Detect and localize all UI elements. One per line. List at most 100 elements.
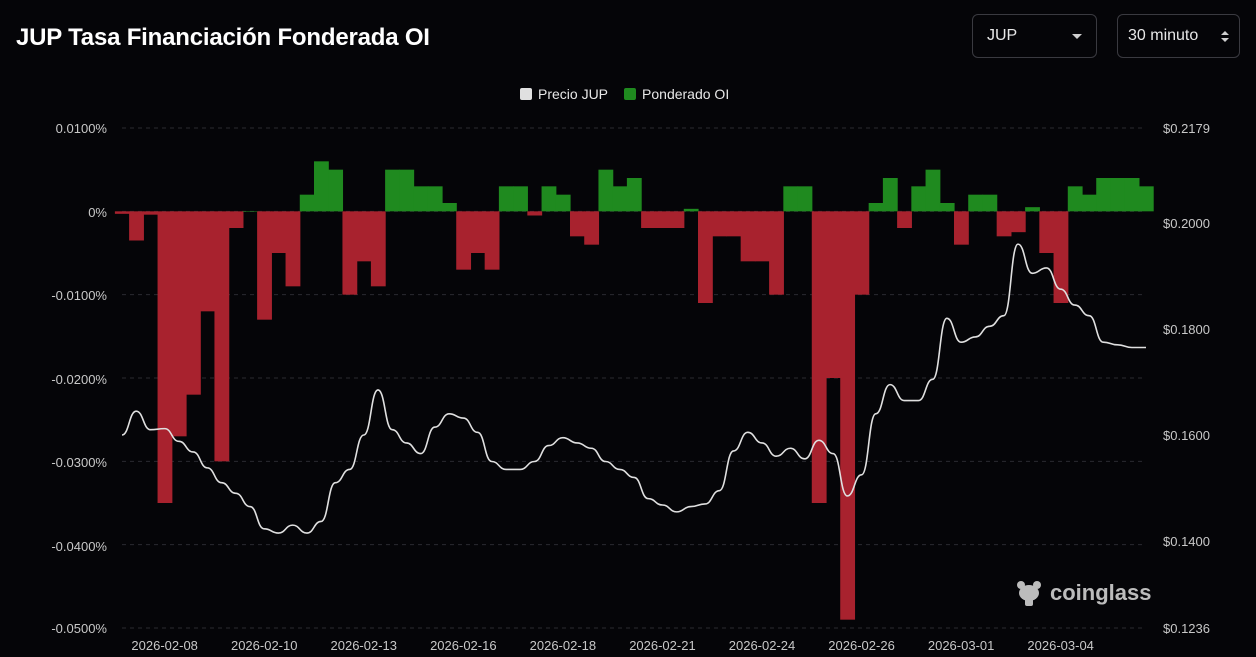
oi-funding-bar [541, 186, 557, 212]
oi-funding-bar [555, 194, 571, 212]
interval-select-value: 30 minuto [1128, 27, 1199, 44]
oi-funding-bar [484, 211, 500, 270]
oi-funding-bar [1096, 178, 1112, 212]
oi-funding-bar [698, 211, 713, 303]
legend-swatch-oi [624, 88, 637, 100]
oi-funding-bar [783, 186, 799, 212]
oi-funding-bar [754, 211, 770, 262]
oi-funding-bar [655, 211, 671, 228]
oi-funding-bar [171, 211, 187, 437]
legend-swatch-price [520, 88, 532, 100]
coinglass-logo-icon [1017, 581, 1041, 606]
y-right-tick: $0.1400 [1163, 534, 1210, 549]
oi-funding-bar [228, 211, 244, 228]
oi-funding-bar [939, 203, 955, 212]
y-right-tick: $0.1236 [1163, 621, 1210, 636]
y-right-tick: $0.2000 [1163, 216, 1210, 231]
oi-funding-bar [769, 211, 784, 295]
coinglass-watermark: coinglass [1014, 578, 1151, 608]
oi-funding-bar [299, 194, 315, 212]
coin-select-value: JUP [987, 27, 1018, 44]
x-tick: 2026-02-10 [230, 638, 298, 653]
x-tick: 2026-02-08 [131, 638, 198, 653]
series-line-price [121, 243, 1146, 534]
legend-item-price[interactable]: Precio JUP [520, 86, 608, 102]
oi-funding-bar [826, 211, 841, 378]
y-left-tick: 0% [88, 205, 107, 220]
y-left-tick: -0.0300% [51, 455, 107, 470]
oi-funding-bar [527, 211, 543, 216]
interval-select[interactable]: 30 minuto [1117, 14, 1240, 58]
oi-funding-bar [968, 194, 984, 212]
oi-funding-bar [314, 161, 329, 212]
chart-legend: Precio JUP Ponderado OI [520, 86, 729, 102]
oi-funding-bar [740, 211, 756, 262]
x-tick: 2026-03-01 [927, 638, 995, 653]
oi-funding-bar [328, 169, 344, 212]
oi-funding-bar [214, 211, 230, 462]
y-right-tick: $0.1600 [1163, 428, 1210, 443]
oi-funding-bar [683, 208, 699, 212]
oi-funding-bar [1053, 211, 1069, 303]
y-left-tick: -0.0200% [51, 372, 107, 387]
oi-funding-bar [1067, 186, 1083, 212]
page-title: JUP Tasa Financiación Fonderada OI [16, 24, 430, 51]
legend-label-price: Precio JUP [538, 86, 609, 102]
x-tick: 2026-02-16 [430, 638, 497, 653]
oi-funding-bar [669, 211, 685, 228]
oi-funding-bar [897, 211, 912, 228]
oi-funding-bar [200, 211, 216, 312]
oi-funding-bar [854, 211, 870, 295]
oi-funding-bar [797, 186, 813, 212]
legend-item-oi[interactable]: Ponderado OI [624, 86, 729, 102]
x-tick: 2026-02-24 [728, 638, 796, 653]
oi-funding-bar [399, 169, 415, 212]
oi-funding-bar [598, 169, 614, 212]
up-down-arrows-icon [1221, 30, 1229, 42]
oi-funding-bar [271, 211, 287, 253]
oi-funding-bar [356, 211, 372, 262]
oi-funding-bar [954, 211, 969, 245]
oi-funding-bar [811, 211, 827, 504]
oi-funding-bar [1124, 178, 1140, 212]
watermark-text: coinglass [1050, 580, 1152, 605]
oi-funding-bar [143, 211, 159, 215]
oi-funding-bar [157, 211, 173, 504]
oi-funding-bar [285, 211, 301, 287]
y-left-tick: -0.0500% [51, 621, 107, 636]
coin-select[interactable]: JUP [972, 14, 1097, 58]
y-left-tick: 0.0100% [55, 121, 107, 136]
oi-funding-bar [570, 211, 585, 237]
oi-funding-bar [1025, 207, 1040, 212]
chevron-down-icon [1072, 33, 1082, 39]
oi-funding-bar [385, 169, 400, 212]
x-tick: 2026-03-04 [1027, 638, 1094, 653]
y-right-tick: $0.1800 [1163, 322, 1210, 337]
oi-funding-bar [840, 211, 856, 620]
oi-funding-bar [257, 211, 272, 320]
oi-funding-bar [584, 211, 600, 245]
oi-funding-bar [1010, 211, 1026, 233]
oi-funding-bar [129, 211, 144, 241]
oi-funding-bar [982, 194, 998, 212]
y-right-tick: $0.2179 [1163, 121, 1210, 136]
oi-funding-bar [1138, 186, 1154, 212]
x-tick: 2026-02-26 [828, 638, 895, 653]
y-left-tick: -0.0100% [51, 288, 107, 303]
oi-funding-bar [456, 211, 472, 270]
oi-funding-bar [114, 211, 130, 214]
oi-funding-bar [1082, 194, 1097, 212]
legend-label-oi: Ponderado OI [642, 86, 730, 102]
oi-funding-bar [413, 186, 429, 212]
oi-funding-bar [882, 178, 898, 212]
oi-funding-bar [370, 211, 386, 287]
x-tick: 2026-02-13 [330, 638, 398, 653]
oi-funding-bar [442, 203, 457, 212]
oi-funding-bar [1039, 211, 1055, 253]
x-tick: 2026-02-21 [629, 638, 696, 653]
oi-funding-bar [470, 211, 486, 253]
oi-funding-bar [498, 186, 514, 212]
oi-funding-bar [925, 169, 941, 212]
oi-funding-bar [513, 186, 528, 212]
